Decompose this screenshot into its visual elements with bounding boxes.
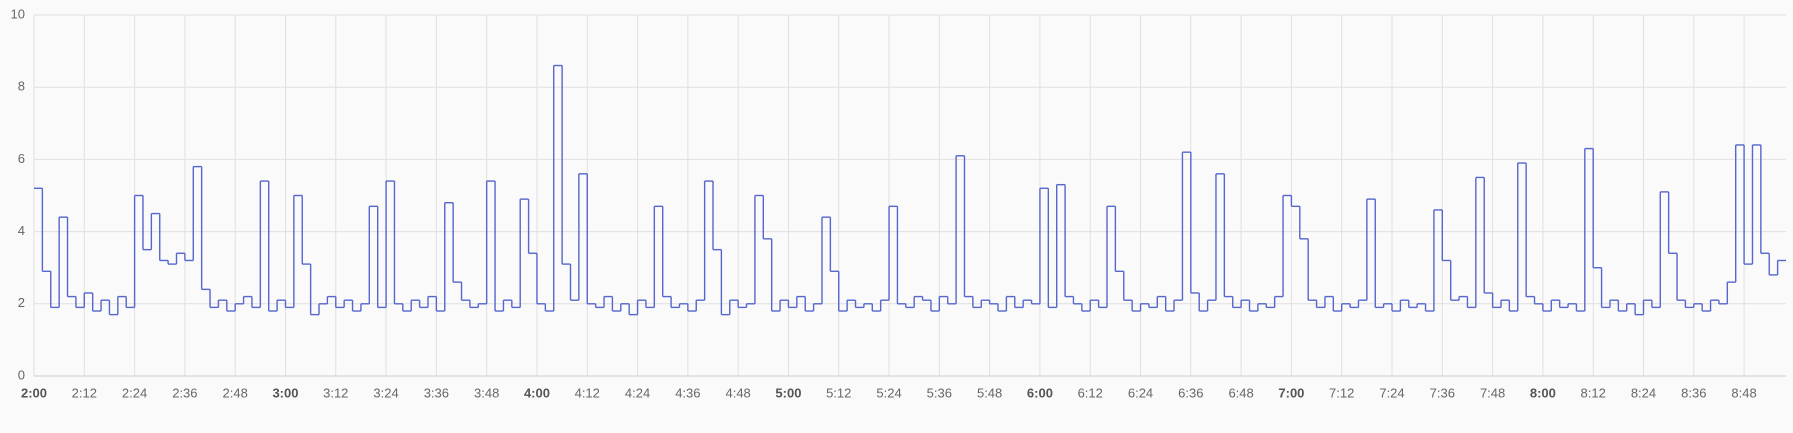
x-tick-label: 8:24 [1631,385,1656,400]
x-tick-label: 3:48 [474,385,499,400]
x-tick-label: 6:00 [1027,385,1053,400]
x-tick-label: 3:12 [323,385,348,400]
x-tick-label: 7:12 [1329,385,1354,400]
x-tick-label: 8:36 [1681,385,1706,400]
x-tick-label: 6:24 [1128,385,1153,400]
x-tick-label: 7:00 [1278,385,1304,400]
x-tick-label: 7:24 [1379,385,1404,400]
x-tick-label: 4:48 [725,385,750,400]
x-tick-label: 5:36 [927,385,952,400]
x-tick-label: 6:36 [1178,385,1203,400]
x-tick-label: 4:00 [524,385,550,400]
x-tick-label: 4:12 [575,385,600,400]
x-tick-label: 8:48 [1731,385,1756,400]
x-tick-label: 7:36 [1430,385,1455,400]
x-tick-label: 8:12 [1581,385,1606,400]
y-tick-label: 10 [11,6,25,21]
x-tick-label: 2:36 [172,385,197,400]
y-tick-label: 8 [18,79,25,94]
x-tick-label: 2:48 [223,385,248,400]
x-tick-label: 5:24 [876,385,901,400]
x-tick-label: 3:36 [424,385,449,400]
x-tick-label: 3:00 [272,385,298,400]
x-tick-label: 5:48 [977,385,1002,400]
y-tick-label: 4 [18,223,25,238]
x-tick-label: 2:00 [21,385,47,400]
x-tick-label: 8:00 [1530,385,1556,400]
x-tick-label: 7:48 [1480,385,1505,400]
y-tick-label: 2 [18,295,25,310]
x-tick-label: 4:24 [625,385,650,400]
x-tick-label: 5:12 [826,385,851,400]
x-tick-label: 5:00 [775,385,801,400]
x-tick-label: 4:36 [675,385,700,400]
x-tick-label: 6:48 [1228,385,1253,400]
y-tick-label: 6 [18,151,25,166]
x-tick-label: 2:12 [72,385,97,400]
x-tick-label: 2:24 [122,385,147,400]
y-tick-label: 0 [18,367,25,382]
x-tick-label: 3:24 [373,385,398,400]
x-tick-label: 6:12 [1078,385,1103,400]
